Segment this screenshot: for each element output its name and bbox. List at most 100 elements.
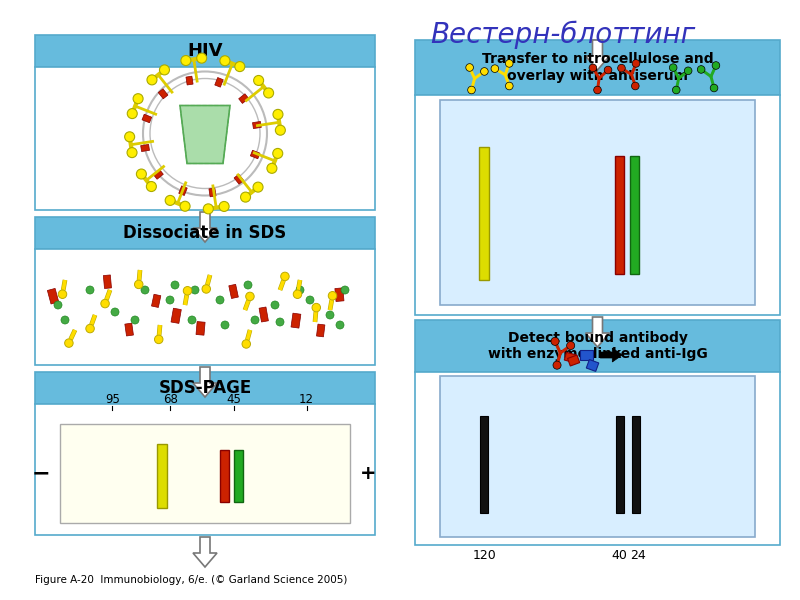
- Circle shape: [141, 286, 149, 294]
- Text: 12: 12: [299, 393, 314, 406]
- Text: Figure A-20  Immunobiology, 6/e. (© Garland Science 2005): Figure A-20 Immunobiology, 6/e. (© Garla…: [35, 575, 347, 585]
- Polygon shape: [193, 537, 217, 567]
- Circle shape: [131, 316, 139, 324]
- Bar: [317, 324, 325, 337]
- Text: Detect bound antibody
with enzyme-linked anti-IgG: Detect bound antibody with enzyme-linked…: [488, 331, 707, 361]
- Text: 95: 95: [105, 393, 120, 406]
- Circle shape: [166, 296, 174, 304]
- Circle shape: [698, 65, 705, 73]
- Bar: [35, 35, 375, 67]
- Circle shape: [246, 292, 254, 301]
- Bar: [630, 157, 638, 274]
- Bar: [209, 188, 216, 197]
- Circle shape: [86, 325, 94, 333]
- Text: 45: 45: [226, 393, 242, 406]
- Circle shape: [276, 318, 284, 326]
- Bar: [141, 145, 150, 152]
- Bar: [415, 320, 780, 372]
- Circle shape: [670, 64, 677, 71]
- Circle shape: [251, 316, 259, 324]
- Polygon shape: [193, 212, 217, 242]
- Bar: [415, 95, 780, 315]
- Circle shape: [506, 82, 513, 90]
- Circle shape: [566, 341, 574, 350]
- Bar: [480, 416, 488, 513]
- Circle shape: [468, 86, 475, 94]
- Bar: [60, 424, 350, 523]
- Circle shape: [159, 65, 170, 75]
- Circle shape: [553, 361, 561, 369]
- Circle shape: [604, 66, 612, 74]
- Circle shape: [589, 64, 597, 72]
- Circle shape: [296, 286, 304, 294]
- Circle shape: [712, 62, 720, 70]
- Bar: [567, 355, 580, 366]
- Circle shape: [594, 86, 602, 94]
- Bar: [35, 372, 375, 404]
- Bar: [259, 307, 268, 322]
- Circle shape: [273, 148, 282, 158]
- Bar: [615, 416, 623, 513]
- Bar: [614, 157, 623, 274]
- Bar: [586, 359, 598, 371]
- Circle shape: [202, 285, 210, 293]
- Text: 120: 120: [472, 549, 496, 562]
- Polygon shape: [600, 348, 622, 362]
- Circle shape: [551, 337, 559, 346]
- Circle shape: [264, 88, 274, 98]
- Text: +: +: [360, 464, 377, 483]
- Bar: [35, 249, 375, 365]
- Text: 68: 68: [162, 393, 178, 406]
- Circle shape: [219, 202, 229, 211]
- Circle shape: [146, 182, 156, 191]
- Bar: [335, 288, 344, 301]
- Circle shape: [191, 286, 199, 294]
- Circle shape: [481, 68, 488, 75]
- Circle shape: [65, 339, 73, 347]
- Circle shape: [133, 94, 143, 104]
- Circle shape: [710, 84, 718, 92]
- Circle shape: [294, 290, 302, 298]
- Bar: [250, 150, 260, 159]
- Circle shape: [244, 281, 252, 289]
- Circle shape: [336, 321, 344, 329]
- Text: Вестерн-блоттинг: Вестерн-блоттинг: [430, 21, 695, 49]
- Bar: [234, 450, 243, 502]
- Circle shape: [220, 56, 230, 66]
- Bar: [479, 147, 489, 280]
- Bar: [415, 40, 780, 95]
- Polygon shape: [193, 367, 217, 397]
- Bar: [142, 114, 152, 123]
- Text: 24: 24: [630, 549, 646, 562]
- Text: −: −: [31, 463, 50, 484]
- Circle shape: [203, 204, 214, 214]
- Circle shape: [273, 109, 283, 119]
- Circle shape: [150, 79, 260, 188]
- Circle shape: [127, 148, 137, 158]
- Circle shape: [253, 182, 263, 192]
- Circle shape: [242, 340, 250, 348]
- Bar: [214, 77, 223, 87]
- Circle shape: [180, 201, 190, 211]
- Bar: [238, 94, 249, 103]
- Circle shape: [134, 280, 143, 289]
- Circle shape: [466, 64, 474, 71]
- Bar: [157, 444, 166, 508]
- Bar: [186, 76, 193, 85]
- Circle shape: [632, 59, 640, 67]
- Bar: [178, 186, 187, 196]
- Circle shape: [101, 299, 110, 308]
- Circle shape: [275, 125, 286, 135]
- Bar: [631, 416, 639, 513]
- Circle shape: [267, 163, 277, 173]
- Bar: [158, 89, 168, 99]
- Text: SDS-PAGE: SDS-PAGE: [158, 379, 252, 397]
- Text: Dissociate in SDS: Dissociate in SDS: [123, 224, 286, 242]
- Circle shape: [631, 82, 639, 90]
- Circle shape: [127, 109, 138, 119]
- Circle shape: [183, 287, 192, 295]
- Bar: [415, 372, 780, 545]
- Bar: [47, 289, 58, 304]
- Bar: [35, 217, 375, 249]
- Circle shape: [147, 75, 157, 85]
